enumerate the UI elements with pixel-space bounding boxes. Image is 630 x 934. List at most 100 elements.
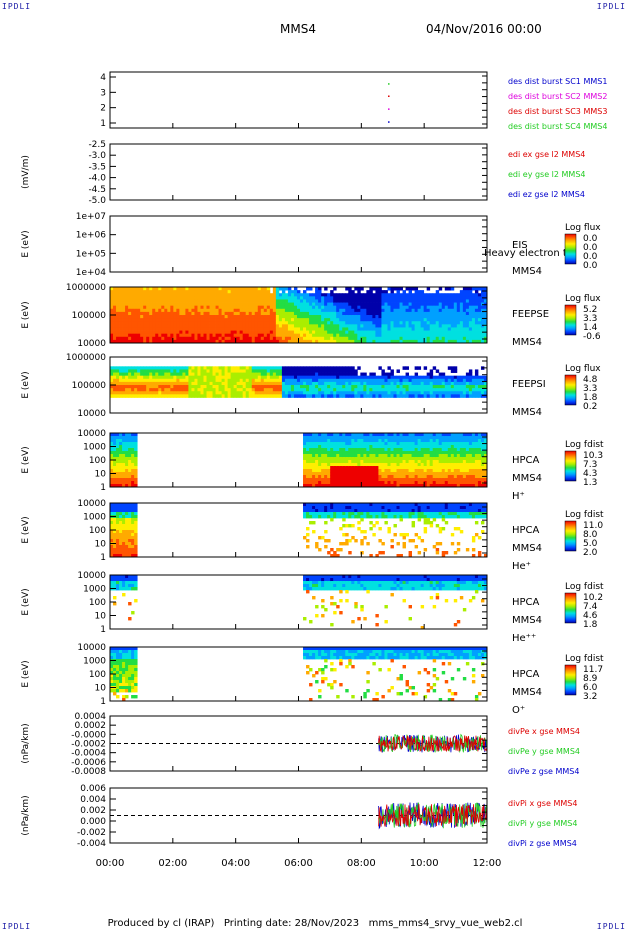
- panel-hpca_o: 10000 1000 100 10 1 E (eV) HPCA MMS4 O⁺ Log fdist…: [21, 643, 604, 716]
- burst-mark: [388, 108, 390, 110]
- corner-label-top-right: IPDLI: [596, 2, 626, 11]
- y-tick-label: -0.0002: [71, 740, 106, 750]
- y-tick-label: 10: [95, 470, 107, 480]
- colorbar-tick-label: 11.7: [583, 665, 603, 675]
- colorbar-title: Log flux: [565, 294, 601, 304]
- legend-entry: edi ez gse l2 MMS4: [508, 190, 585, 199]
- legend-entry: divPe x gse MMS4: [508, 727, 580, 736]
- legend-entry: edi ey gse l2 MMS4: [508, 170, 586, 179]
- colorbar-tick-label: 0.2: [583, 402, 597, 412]
- panel-frame: [109, 215, 488, 273]
- legend-entry: divPi x gse MMS4: [508, 799, 577, 808]
- panel-feepsi: 1000000 100000 10000 E (eV) FEEPSI MMS4 Log fl…: [21, 353, 601, 419]
- colorbar-tick-label: 0.0: [583, 243, 598, 253]
- y-axis-label: (mV/m): [21, 155, 31, 189]
- instrument-label: EIS: [512, 240, 528, 251]
- y-tick-label: 1: [100, 697, 106, 707]
- instrument-label: MMS4: [512, 407, 542, 418]
- colorbar-tick-label: 0.0: [583, 261, 598, 271]
- y-tick-label: -0.0008: [71, 767, 106, 777]
- colorbar: [564, 664, 577, 696]
- colorbar-tick-label: 7.3: [583, 460, 597, 470]
- colorbar-tick-label: 0.0: [583, 252, 598, 262]
- legend-entry: des dist burst SC4 MMS4: [508, 122, 607, 131]
- corner-label-top-left: IPDLI: [2, 2, 32, 11]
- y-axis-label: E (eV): [21, 230, 31, 257]
- colorbar-tick-label: 8.9: [583, 674, 598, 684]
- y-tick-label: -0.0004: [71, 749, 106, 759]
- y-tick-label: 1e+05: [76, 249, 106, 259]
- instrument-label: He⁺: [512, 561, 531, 572]
- colorbar: [564, 304, 577, 336]
- corner-label-bottom-right: IPDLI: [596, 922, 626, 931]
- overlay-text: Heavy electron to: [484, 248, 573, 259]
- y-tick-label: -0.0006: [71, 758, 106, 768]
- burst-mark: [388, 83, 390, 85]
- burst-mark: [388, 121, 390, 123]
- instrument-label: MMS4: [512, 543, 542, 554]
- corner-label-bottom-left: IPDLI: [2, 922, 32, 931]
- colorbar-tick-label: 10.2: [583, 593, 603, 603]
- colorbar-title: Log fdist: [565, 440, 604, 450]
- y-axis-label: E (eV): [21, 371, 31, 398]
- y-axis-label: E (eV): [21, 660, 31, 687]
- colorbar-tick-label: 10.3: [583, 451, 603, 461]
- instrument-label: MMS4: [512, 615, 542, 626]
- y-tick-label: 1000: [83, 585, 106, 595]
- colorbar: [564, 520, 577, 552]
- x-tick-label: 10:00: [410, 858, 439, 869]
- instrument-label: HPCA: [512, 455, 540, 466]
- instrument-label: MMS4: [512, 687, 542, 698]
- colorbar-tick-label: 3.2: [583, 692, 597, 702]
- stack-plot: 4 3 2 1 des dist burst SC1 MMS1 des dist burs…: [21, 71, 607, 869]
- instrument-label: MMS4: [512, 266, 542, 277]
- y-tick-label: 100: [89, 526, 106, 536]
- colorbar-tick-label: 5.0: [583, 539, 598, 549]
- y-tick-label: 10000: [77, 409, 106, 419]
- x-tick-label: 00:00: [96, 858, 125, 869]
- y-tick-label: 0.0002: [75, 721, 107, 731]
- x-tick-label: 04:00: [221, 858, 250, 869]
- instrument-label: O⁺: [512, 705, 525, 716]
- colorbar-tick-label: 4.6: [583, 611, 598, 621]
- x-tick-label: 08:00: [347, 858, 376, 869]
- y-tick-label: 100: [89, 456, 106, 466]
- legend-entry: divPe y gse MMS4: [508, 747, 580, 756]
- colorbar-tick-label: 8.0: [583, 530, 598, 540]
- colorbar-title: Log fdist: [565, 654, 604, 664]
- y-tick-label: -0.0000: [71, 730, 106, 740]
- colorbar-tick-label: 4.8: [583, 375, 598, 385]
- colorbar-tick-label: 1.4: [583, 323, 598, 333]
- colorbar-tick-label: 3.3: [583, 314, 597, 324]
- panel-burst: 4 3 2 1 des dist burst SC1 MMS1 des dist burs…: [100, 71, 607, 131]
- colorbar-tick-label: 3.3: [583, 384, 597, 394]
- legend-entry: divPe z gse MMS4: [508, 767, 579, 776]
- instrument-label: HPCA: [512, 525, 540, 536]
- y-tick-label: 1: [100, 625, 106, 635]
- y-tick-label: 10000: [77, 429, 106, 439]
- y-tick-label: 10000: [77, 499, 106, 509]
- colorbar-tick-label: 1.8: [583, 393, 598, 403]
- instrument-label: H⁺: [512, 491, 525, 502]
- colorbar: [564, 374, 577, 406]
- panel-frame: [109, 143, 488, 201]
- y-tick-label: 1000: [83, 513, 106, 523]
- y-tick-label: 1000: [83, 657, 106, 667]
- x-tick-label: 06:00: [284, 858, 313, 869]
- y-tick-label: 0.004: [80, 795, 106, 805]
- y-tick-label: -4.5: [88, 185, 106, 195]
- y-axis-label: E (eV): [21, 301, 31, 328]
- instrument-label: MMS4: [512, 473, 542, 484]
- colorbar-tick-label: 0.0: [583, 234, 598, 244]
- instrument-label: FEEPSE: [512, 309, 549, 320]
- burst-mark: [388, 95, 390, 97]
- colorbar: [564, 592, 577, 624]
- colorbar-tick-label: 7.4: [583, 602, 598, 612]
- y-tick-label: 100: [89, 670, 106, 680]
- panel-edi: -2.5-3.0-3.5 -4.0-4.5-5.0 (mV/m) edi ex gse…: [21, 140, 586, 206]
- colorbar-tick-label: 11.0: [583, 521, 603, 531]
- y-tick-label: -3.5: [88, 162, 106, 172]
- y-tick-label: -4.0: [88, 174, 106, 184]
- colorbar-title: Log flux: [565, 223, 601, 233]
- y-tick-label: 10: [95, 612, 107, 622]
